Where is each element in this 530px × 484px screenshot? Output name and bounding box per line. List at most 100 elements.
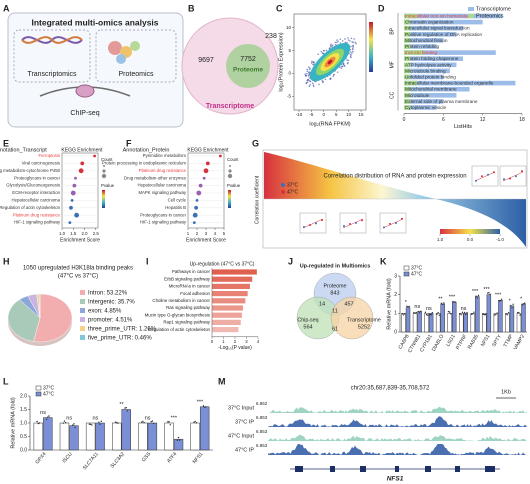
term-label: Ras signaling pathway	[166, 305, 211, 310]
x-axis-label: Enrichment Score	[186, 237, 226, 243]
colorbar	[369, 22, 373, 72]
x-tick-label: 0	[403, 117, 406, 123]
enrichment-dot	[203, 168, 209, 174]
significance: ns	[145, 415, 151, 421]
category-label: ISCU	[61, 451, 74, 464]
enrichment-dot	[194, 205, 199, 210]
enrichment-dot	[80, 161, 85, 166]
venn-set-label: Proteome	[233, 67, 263, 74]
replicate-dot	[483, 313, 486, 316]
gene-name: NFS1	[387, 476, 404, 483]
inset-dot	[395, 222, 397, 225]
scatter-dot	[308, 71, 310, 73]
bar	[452, 301, 457, 333]
bar	[212, 283, 250, 289]
category-label: SLC3A2	[109, 451, 126, 469]
y-tick-label: 0	[288, 71, 291, 76]
exon	[360, 466, 366, 472]
bar-transcriptome	[404, 80, 516, 86]
replicate-dot	[194, 420, 196, 423]
venn-count: 457	[344, 301, 353, 307]
panel-letter: M	[218, 376, 226, 386]
scatter-dot	[317, 53, 320, 56]
venn-count: 9697	[198, 57, 214, 64]
bar-transcriptome	[404, 50, 496, 55]
significance: **	[119, 402, 124, 408]
term-label: Hepatocellular carcinoma	[138, 183, 187, 188]
inset-dot	[383, 226, 385, 229]
chart-title: Up-regulation (47°C vs 37°C)	[190, 261, 255, 267]
bar	[516, 313, 522, 333]
legend-swatch	[35, 391, 42, 397]
x-axis-label: log₂(RNA FPKM)	[309, 121, 350, 127]
enrichment-dot	[219, 154, 222, 158]
track-signal	[268, 444, 527, 455]
track-range: 6.853	[256, 415, 268, 420]
bar	[470, 313, 475, 333]
legend-label: three_prime_UTR: 1.26%	[88, 327, 157, 333]
colorbar-label: -1.0	[496, 237, 504, 242]
scatter-dot	[339, 42, 342, 44]
panel-letter: H	[3, 256, 10, 266]
scatter-dot	[330, 43, 332, 46]
term-label: Intracellular iron ion homeostasis	[405, 14, 474, 19]
category-label: NFS1	[192, 451, 205, 465]
scatter-dot	[342, 63, 345, 66]
legend-swatch	[468, 14, 474, 18]
enrichment-dot	[72, 183, 77, 188]
scatter-dot	[312, 84, 315, 86]
significance: *	[509, 298, 512, 304]
pie-slice	[33, 293, 73, 343]
term-label: Focal adhesion	[180, 291, 210, 296]
bar	[212, 291, 248, 297]
replicate-dot	[202, 405, 205, 407]
term-label: Protein folding chaperone	[405, 56, 459, 61]
legend-swatch	[403, 271, 410, 277]
panel-title: Integrated multi-omics analysis	[31, 17, 158, 27]
term-label: Hepatocellular carcinoma	[12, 198, 61, 203]
legend-title: Count	[227, 157, 239, 162]
replicate-dot	[91, 424, 93, 426]
term-label: Mitochondrial membrane	[405, 87, 457, 92]
legend-swatch	[80, 317, 85, 322]
panel-letter: K	[380, 256, 387, 266]
significance: ***	[197, 399, 204, 405]
replicate-dot	[177, 436, 180, 439]
legend-dot	[228, 169, 232, 173]
legend-label: Intron: 53.22%	[88, 291, 128, 297]
replicate-dot	[470, 313, 473, 315]
colorbar-label: 0.0	[467, 237, 474, 242]
replicate-dot	[37, 422, 40, 425]
bar-proteomics	[404, 13, 418, 19]
legend-title: Count	[101, 157, 113, 162]
scatter-dot	[307, 75, 310, 77]
scatter-dot	[318, 83, 320, 86]
replicate-dot	[475, 295, 477, 297]
bar	[121, 409, 131, 451]
venn-count: 843	[330, 290, 339, 296]
replicate-dot	[205, 406, 207, 408]
significance: ns	[414, 304, 420, 310]
scatter-dot	[350, 37, 353, 40]
enrichment-dot	[70, 199, 74, 202]
y-axis-label: Correlation coefficient	[254, 175, 260, 224]
term-label: HIF-1 signaling pathway	[140, 220, 187, 225]
x-tick-label: 12	[480, 117, 486, 123]
legend-dot	[101, 173, 107, 179]
term-label: ECM-receptor interaction	[12, 190, 60, 195]
replicate-dot	[151, 420, 154, 422]
legend-label: exon: 4.85%	[88, 309, 122, 315]
replicate-dot	[436, 313, 438, 315]
colorbar-label: 1.0	[437, 237, 444, 242]
bar	[482, 313, 487, 333]
track-signal	[268, 434, 527, 441]
bar	[112, 422, 122, 451]
significance: ns	[66, 415, 72, 421]
scatter-dot	[340, 67, 342, 69]
replicate-dot	[441, 303, 444, 306]
scatter-dot	[344, 41, 347, 44]
enrichment-dot	[196, 190, 202, 196]
scatter-dot	[330, 45, 332, 47]
track-label: 47°C IP	[235, 447, 254, 453]
